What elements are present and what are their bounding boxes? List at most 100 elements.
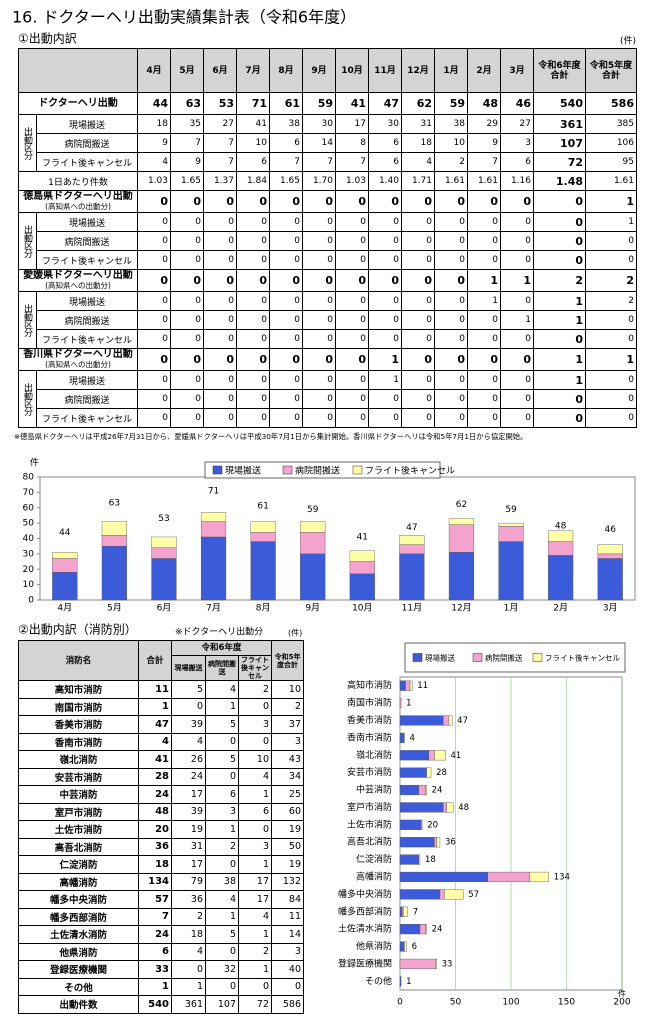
cell: 60 [271, 802, 305, 821]
cell: 0 [203, 269, 237, 292]
cell: 0 [500, 212, 534, 232]
bar-segment [399, 680, 406, 691]
cell: 0 [500, 408, 534, 428]
cell: 0 [205, 942, 239, 961]
prev-cell: 0 [585, 329, 637, 349]
total-label: 7 [413, 907, 418, 917]
cell: 0 [500, 389, 534, 409]
cell: 0 [401, 291, 435, 311]
row-label: フライト後キャンセル [36, 329, 138, 349]
bar-segment [200, 521, 227, 538]
cell: 7 [203, 152, 237, 172]
bar-segment [399, 906, 403, 917]
cell: 18 [138, 855, 172, 874]
cell: 9 [170, 152, 204, 172]
breakdown-row: 病院間搬送 0 0 0 0 0 0 0 0 0 0 0 0 0 0 [19, 389, 637, 409]
cell: 18 [401, 133, 435, 153]
x-tick-label: 50 [450, 998, 462, 1008]
cell: 0 [467, 310, 501, 330]
bar-segment [428, 750, 435, 761]
bar-segment [399, 698, 402, 709]
row-label: 中芸消防 [18, 785, 139, 804]
cell: 0 [170, 370, 204, 390]
row: 幡多中央消防 57 36 4 17 84 [18, 890, 305, 909]
bar-segment [498, 541, 524, 601]
cell: 1.65 [269, 171, 303, 191]
cell: 10 [237, 750, 273, 769]
y-tick-label: 香美市消防 [347, 714, 392, 726]
cell: 0 [368, 329, 402, 349]
month-header: 2月 [467, 48, 501, 93]
row: 出動件数 540 361 107 72 586 [18, 995, 305, 1014]
total-cell: 540 [533, 92, 586, 115]
cell: 44 [137, 92, 171, 115]
prev-cell: 0 [585, 389, 637, 409]
label: 香川県ドクターヘリ出動 [23, 348, 133, 360]
cell: 540 [138, 995, 172, 1014]
bar-segment [399, 732, 405, 743]
prev-cell: 2 [585, 291, 637, 311]
total-label: 4 [409, 733, 414, 743]
bar-segment [399, 553, 425, 601]
cell: 1 [237, 960, 273, 979]
cell: 0 [500, 348, 534, 371]
cell: 1 [467, 269, 501, 292]
cell: 2 [237, 942, 273, 961]
cell: 9 [467, 133, 501, 153]
y-tick-label: 50 [23, 519, 35, 529]
legend-label: フライト後キャンセル [365, 465, 455, 477]
cell: 28 [138, 767, 172, 786]
breakdown-row: 病院間搬送 9 7 7 10 6 14 8 6 18 10 9 3 107 106 [19, 133, 637, 153]
cell: 0 [269, 269, 303, 292]
bar-segment [443, 715, 450, 726]
total-label: 59 [505, 505, 517, 515]
x-tick-label: 8月 [256, 603, 271, 614]
cell: 41 [236, 114, 270, 134]
y-tick-label: 高吾北消防 [347, 836, 392, 848]
month-header: 7月 [236, 48, 270, 93]
month-header: 1月 [434, 48, 468, 93]
cell: 53 [203, 92, 237, 115]
cell: 7 [269, 152, 303, 172]
x-tick-label: 150 [558, 998, 575, 1008]
bar-segment [403, 906, 408, 917]
cell: 7 [467, 152, 501, 172]
legend-swatch [412, 653, 423, 662]
legend-label: 病院間搬送 [485, 653, 523, 663]
row: その他 1 1 0 0 0 [18, 977, 305, 996]
cell: 0 [170, 190, 204, 213]
cell: 50 [271, 837, 305, 856]
cell: 29 [467, 114, 501, 134]
cell: 37 [271, 715, 305, 734]
cell: 14 [271, 925, 305, 944]
cell: 1.16 [500, 171, 534, 191]
cell: 0 [271, 977, 305, 996]
cell: 2 [271, 697, 305, 716]
cell: 4 [171, 732, 206, 751]
label: 愛媛県ドクターヘリ出動 [23, 269, 133, 281]
cell: 17 [237, 872, 273, 891]
total-label: 41 [357, 532, 368, 542]
cell: 1 [500, 269, 534, 292]
cell: 6 [269, 133, 303, 153]
cell: 1.61 [434, 171, 468, 191]
bar-segment [399, 784, 420, 796]
cell: 0 [236, 329, 270, 349]
breakdown-row: フライト後キャンセル 0 0 0 0 0 0 0 0 0 0 0 0 0 0 [19, 250, 637, 270]
cell: 0 [137, 231, 171, 251]
x-tick-label: 0 [397, 998, 403, 1008]
cell: 72 [237, 995, 273, 1014]
cell: 30 [368, 114, 402, 134]
cell: 43 [271, 750, 305, 769]
cell: 0 [335, 310, 369, 330]
cell: 0 [205, 977, 239, 996]
cell: 0 [170, 329, 204, 349]
breakdown-row: 出動区分 現場搬送 0 0 0 0 0 0 0 1 0 0 0 0 1 0 [18, 370, 637, 428]
cell: 1 [171, 977, 206, 996]
cell: 0 [434, 231, 468, 251]
cell: 0 [401, 389, 435, 409]
cell: 41 [138, 750, 172, 769]
bar-segment [425, 924, 427, 935]
bar-segment [250, 532, 276, 542]
cell: 0 [137, 370, 171, 390]
